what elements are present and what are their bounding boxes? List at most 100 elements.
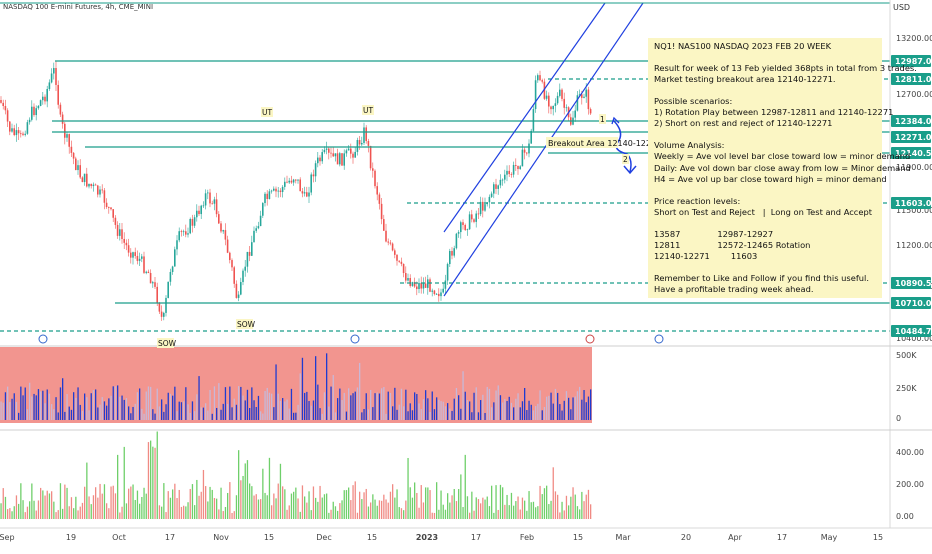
channel-upper [443, 2, 606, 233]
volume-bar [191, 401, 194, 420]
volume-bar [378, 393, 381, 420]
indicator-bar [354, 481, 356, 519]
indicator-bar [156, 431, 158, 519]
candle-body [231, 260, 233, 268]
indicator-bar [348, 487, 350, 519]
ut-label-bg [261, 107, 273, 117]
indicator-bar [376, 505, 378, 519]
candle-body [176, 240, 178, 250]
volume-bar [576, 391, 579, 420]
indicator-bar [227, 492, 229, 519]
indicator-bar [403, 510, 405, 519]
candle-body [72, 152, 75, 159]
indicator-bar [277, 483, 279, 519]
indicator-bar [147, 442, 150, 519]
candle-body [455, 233, 458, 249]
volume-bar [143, 413, 145, 420]
candle-body [57, 84, 59, 105]
candle-body [372, 168, 374, 171]
candle-body [330, 152, 332, 154]
volume-bar [66, 394, 68, 420]
note-line: Price reaction levels: [654, 195, 741, 206]
indicator-bar [367, 506, 370, 519]
indicator-bar [508, 505, 510, 519]
indicator-bar [581, 491, 583, 519]
indicator-bar [255, 494, 257, 519]
ut-label: UT [363, 106, 373, 115]
indicator-bar [537, 506, 539, 519]
volume-bar [48, 393, 51, 420]
indicator-bar [473, 510, 475, 519]
volume-bar [528, 400, 530, 420]
candle-body [226, 239, 229, 253]
candle-body [548, 95, 550, 107]
indicator-bar [486, 496, 488, 519]
volume-bar [110, 395, 112, 420]
indicator-bar [570, 496, 572, 519]
channel-lower [443, 2, 644, 297]
candle-body [407, 278, 409, 281]
volume-bar [7, 386, 9, 420]
indicator-bar [141, 496, 143, 519]
candle-body [325, 148, 328, 150]
indicator-bar [284, 489, 286, 519]
candle-body [288, 180, 290, 183]
indicator-bar [301, 485, 304, 519]
price-badge [891, 55, 931, 67]
volume-bar [583, 390, 585, 420]
volume-bar [508, 396, 510, 420]
candle-body [158, 303, 161, 312]
volume-bar [438, 399, 440, 420]
indicator-bar [187, 502, 189, 519]
price-tick: 11900.00 [896, 163, 932, 172]
volume-bar [73, 392, 75, 420]
candle-body [295, 179, 297, 181]
candle-body [433, 290, 436, 295]
volume-bar [568, 397, 570, 420]
volume-bar [86, 397, 88, 420]
volume-bar [539, 390, 541, 420]
candle-body [297, 179, 299, 181]
indicator-bar [139, 503, 141, 519]
indicator-bar [73, 508, 75, 519]
candle-body [31, 106, 33, 120]
indicator-bar [460, 474, 462, 519]
indicator-bar [262, 468, 264, 519]
candle-body [446, 264, 449, 281]
candle-body [99, 189, 101, 195]
volume-bar [117, 385, 119, 420]
indicator-bar [491, 485, 493, 519]
candle-body [154, 282, 156, 287]
indicator-bar [339, 503, 341, 519]
candle-body [495, 184, 497, 189]
volume-bar [95, 389, 97, 420]
indicator-bar [0, 503, 2, 519]
candle-body [242, 270, 244, 283]
candle-body [339, 153, 341, 165]
time-tick: 15 [367, 533, 377, 542]
indicator-bar [334, 506, 337, 519]
indicator-bar [253, 495, 255, 519]
volume-bar [198, 376, 200, 420]
candle-body [473, 219, 475, 222]
indicator-bar [132, 484, 134, 519]
candle-body [314, 163, 317, 177]
candle-body [81, 177, 84, 183]
indicator-tick: 400.00 [896, 448, 924, 457]
candle-body [264, 193, 266, 204]
indicator-bar [471, 491, 473, 519]
analysis-note[interactable]: NQ1! NAS100 NASDAQ 2023 FEB 20 WEEK Resu… [648, 38, 917, 298]
candle-body [539, 75, 541, 81]
volume-bar [517, 393, 519, 420]
volume-bar [339, 388, 341, 420]
indicator-bar [150, 440, 152, 519]
indicator-bar [370, 502, 372, 519]
volume-tick: 500K [896, 351, 917, 360]
candle-body [66, 134, 68, 138]
candle-body [552, 105, 554, 110]
indicator-bar [524, 500, 526, 519]
note-line [654, 218, 876, 229]
volume-bar [275, 364, 277, 420]
